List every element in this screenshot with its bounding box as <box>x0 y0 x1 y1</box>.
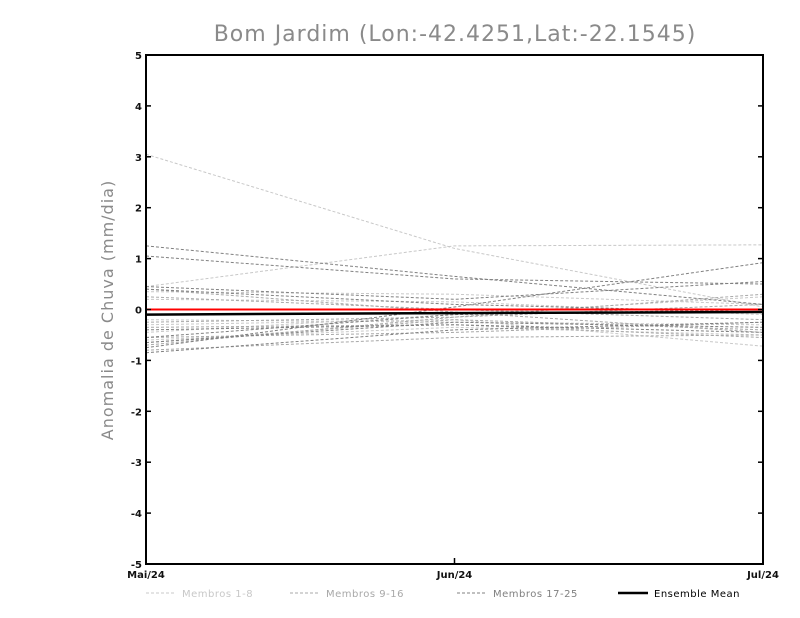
y-tick-label: -2 <box>131 407 142 418</box>
series-line-3 <box>145 291 764 305</box>
series-line-24 <box>145 324 764 333</box>
series-line-12 <box>145 324 764 338</box>
y-tick-label: -3 <box>131 458 142 469</box>
series-line-10 <box>145 321 764 338</box>
x-tick-label: Jun/24 <box>436 570 473 581</box>
legend-label: Ensemble Mean <box>654 589 740 600</box>
legend-label: Membros 9-16 <box>326 589 404 600</box>
legend-label: Membros 1-8 <box>182 589 253 600</box>
series-line-17 <box>145 245 764 305</box>
series-line-14 <box>145 334 764 351</box>
series-line-2 <box>145 244 764 288</box>
y-tick-label: -1 <box>131 356 142 367</box>
ensemble-mean-line <box>145 310 764 316</box>
y-tick-label: 5 <box>135 51 142 62</box>
series-line-21 <box>145 321 764 344</box>
ensemble-mean-layer <box>145 308 764 316</box>
series-line-18 <box>145 255 764 285</box>
series-line-20 <box>145 262 764 349</box>
series-line-13 <box>145 296 764 321</box>
series-line-9 <box>145 288 764 333</box>
series-line-22 <box>145 288 764 313</box>
series-line-5 <box>145 296 764 333</box>
y-tick-label: 3 <box>135 153 142 164</box>
chart-title: Bom Jardim (Lon:-42.4251,Lat:-22.1545) <box>214 22 697 47</box>
y-tick-label: 4 <box>135 102 142 113</box>
legend-label: Membros 17-25 <box>493 589 578 600</box>
series-line-15 <box>145 293 764 323</box>
y-tick-label: 0 <box>135 306 142 317</box>
x-axis: Mai/24 Jun/24 Jul/24 <box>127 558 779 581</box>
legend: Membros 1-8 Membros 9-16 Membros 17-25 Ense… <box>146 589 740 600</box>
series-line-4 <box>145 319 764 347</box>
series-line-16 <box>145 319 764 344</box>
y-axis: -5 -4 -3 -2 -1 0 1 2 3 4 5 <box>131 51 763 571</box>
series-line-1 <box>145 153 764 308</box>
y-axis-label: Anomalia de Chuva (mm/dia) <box>98 180 117 440</box>
series-line-7 <box>145 298 764 316</box>
y-tick-label: -5 <box>131 560 142 571</box>
x-tick-label: Jul/24 <box>746 570 779 581</box>
y-tick-label: -4 <box>131 509 142 520</box>
y-tick-label: 1 <box>135 255 142 266</box>
x-tick-label: Mai/24 <box>127 570 165 581</box>
series-line-19 <box>145 281 764 300</box>
series-line-25 <box>145 321 764 354</box>
y-tick-label: 2 <box>135 204 142 215</box>
series-layer <box>145 153 764 354</box>
